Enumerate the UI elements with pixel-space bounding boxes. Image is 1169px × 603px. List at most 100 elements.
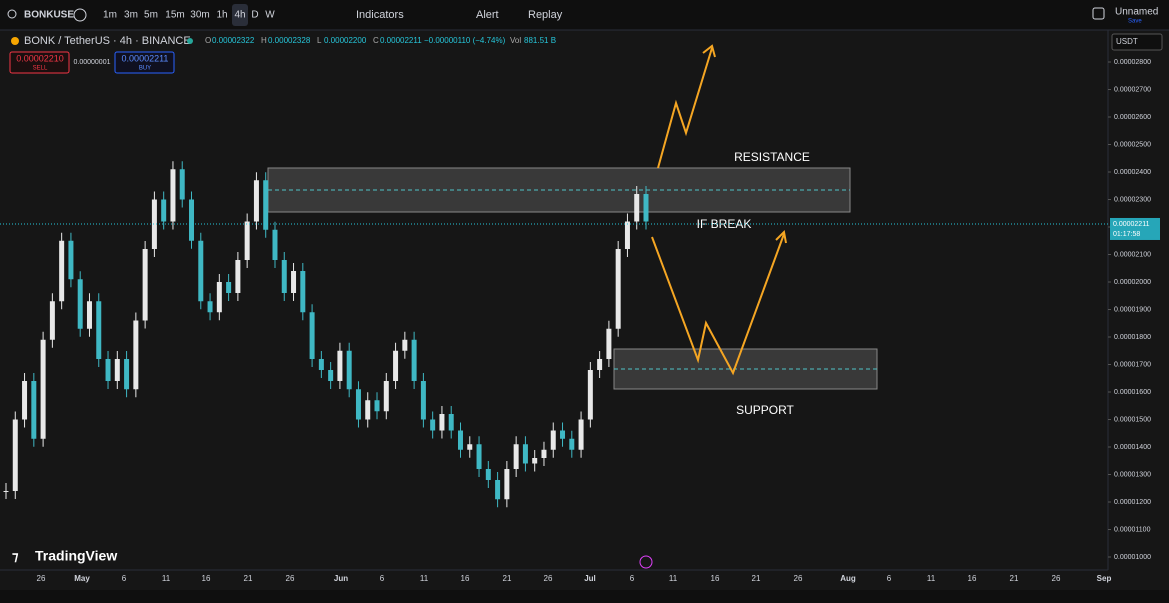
interval[interactable]: D: [251, 10, 258, 21]
currency-select[interactable]: [1111, 33, 1163, 51]
interval[interactable]: 1m: [103, 10, 117, 21]
bottom-bar: [0, 590, 1169, 598]
interval[interactable]: W: [265, 10, 275, 21]
price-tick-label: 0.00001700: [1114, 361, 1151, 368]
ohlc: O 0.00002322 H 0.00002328 L 0.00002200 C 0.0000…: [205, 36, 556, 45]
candle: [309, 312, 315, 359]
price-tick-label: 0.00002600: [1114, 114, 1151, 121]
date-label: 21: [503, 574, 512, 583]
candle: [495, 480, 501, 500]
search-icon[interactable]: [7, 9, 17, 19]
interval[interactable]: 4h: [234, 10, 245, 21]
candle: [49, 301, 55, 340]
interval[interactable]: 1h: [216, 10, 227, 21]
date-label: 26: [286, 574, 295, 583]
candle: [207, 301, 213, 313]
candle: [606, 328, 612, 359]
price-tick-label: 0.00002300: [1114, 196, 1151, 203]
candles: [3, 161, 649, 508]
candle: [624, 221, 630, 249]
date-label: 26: [37, 574, 46, 583]
candle: [86, 301, 92, 329]
price-tick-label: 0.00001900: [1114, 306, 1151, 313]
price-tick-label: 0.00001800: [1114, 334, 1151, 341]
symbol[interactable]: BONKUSE: [24, 10, 74, 21]
candle: [457, 430, 463, 450]
candle: [643, 194, 649, 222]
interval[interactable]: 30m: [190, 10, 209, 21]
coin-icon: [11, 37, 19, 45]
date-label: 21: [1010, 574, 1019, 583]
candle: [430, 419, 436, 431]
candle: [420, 381, 426, 420]
candle: [476, 444, 482, 469]
candle: [550, 430, 556, 450]
price-tick-label: 0.00002400: [1114, 169, 1151, 176]
candle: [467, 444, 473, 450]
interval[interactable]: 3m: [124, 10, 138, 21]
add-icon[interactable]: [73, 8, 87, 22]
candle: [587, 370, 593, 420]
price-tick-label: 0.00001300: [1114, 471, 1151, 478]
currency[interactable]: USDT: [1116, 37, 1138, 46]
candle: [253, 180, 259, 222]
candle: [3, 491, 9, 492]
last-price-label: 0.00002211: [1113, 221, 1150, 228]
candle: [318, 359, 324, 370]
candle: [439, 414, 445, 431]
candle: [448, 414, 454, 431]
candle: [374, 400, 380, 412]
candle: [532, 458, 538, 464]
candle: [235, 260, 241, 293]
ohlc-key: C: [373, 36, 379, 45]
candle: [634, 194, 640, 222]
date-label: 26: [1052, 574, 1061, 583]
candle: [226, 282, 232, 293]
candle: [12, 419, 18, 491]
layout-icon[interactable]: [1092, 7, 1105, 20]
sell-button[interactable]: [9, 51, 70, 74]
date-label: 6: [122, 574, 127, 583]
alert[interactable]: Alert: [476, 9, 499, 21]
ohlc-value: 0.00002211: [380, 36, 422, 45]
resistance-label: RESISTANCE: [734, 150, 810, 164]
event-icon[interactable]: [639, 555, 653, 569]
candle: [569, 438, 575, 450]
ohlc-key: O: [205, 36, 211, 45]
status-dot: [187, 38, 193, 44]
candle: [114, 359, 120, 381]
support-label: SUPPORT: [736, 403, 794, 417]
ohlc-key: H: [261, 36, 267, 45]
indicators[interactable]: Indicators: [356, 9, 404, 21]
layout-name[interactable]: Unnamed: [1115, 7, 1158, 18]
sell-label: SELL: [33, 66, 48, 72]
candle: [383, 381, 389, 412]
price-tick-label: 0.00001100: [1114, 526, 1151, 533]
buy-button[interactable]: [114, 51, 175, 74]
date-label: 11: [420, 574, 429, 583]
ohlc-value: 0.00002322: [212, 36, 255, 45]
candle: [59, 240, 65, 302]
save[interactable]: Save: [1128, 19, 1142, 25]
change: −0.00000110 (−4.74%): [424, 36, 506, 45]
candle: [513, 444, 519, 469]
price-tick-label: 0.00001200: [1114, 499, 1151, 506]
candle: [198, 240, 204, 302]
candle: [597, 359, 603, 370]
replay[interactable]: Replay: [528, 9, 563, 21]
candle: [40, 339, 46, 439]
date-label: 16: [202, 574, 211, 583]
interval[interactable]: 5m: [144, 10, 158, 21]
active-interval-bg: [232, 4, 248, 26]
date-label: 21: [752, 574, 761, 583]
date-label: 6: [887, 574, 892, 583]
date-label: 11: [669, 574, 678, 583]
candle: [541, 449, 547, 458]
ohlc-value: 0.00002200: [324, 36, 367, 45]
date-label: 26: [544, 574, 553, 583]
buy-label: BUY: [139, 66, 151, 72]
candle: [263, 180, 269, 230]
candle: [300, 271, 306, 313]
interval[interactable]: 15m: [165, 10, 184, 21]
